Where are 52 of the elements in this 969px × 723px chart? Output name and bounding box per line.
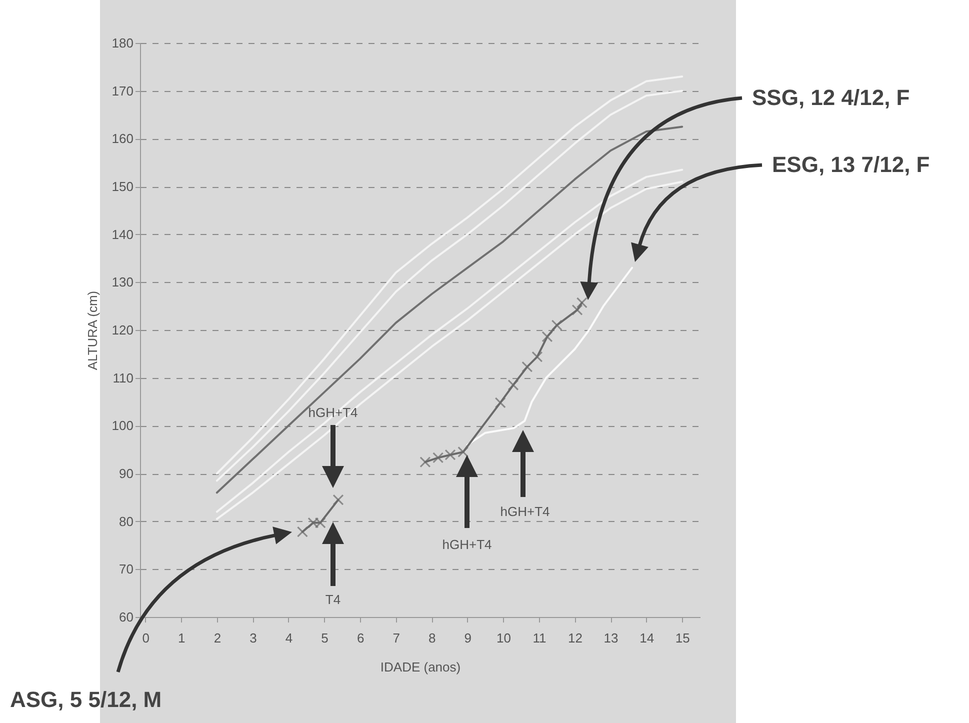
x-tick-label: 13: [604, 630, 618, 646]
point: [458, 446, 469, 458]
y-tick-label: 180: [112, 36, 134, 50]
text: SSG, 12 4/12, F: [752, 85, 910, 110]
line-series: [466, 266, 634, 446]
annotation: hGH+T4: [308, 405, 358, 420]
y-tick-label: 80: [119, 514, 134, 529]
point: [576, 297, 588, 308]
x-tick-label: 11: [532, 630, 546, 646]
y-tick-label: 120: [112, 322, 134, 338]
point: [420, 456, 431, 468]
point: [532, 351, 543, 362]
y-tick-label: 90: [119, 466, 134, 481]
annotation: T4: [325, 592, 341, 607]
point: [444, 449, 456, 460]
point: [522, 361, 533, 372]
y-tick-label: 150: [112, 179, 134, 194]
point: [542, 331, 553, 342]
y-tick-label: 100: [112, 418, 134, 434]
x-tick-label: 14: [640, 630, 654, 646]
y-tick-label: 70: [119, 562, 134, 577]
x-tick-label: 6: [356, 630, 364, 646]
point: [432, 452, 444, 464]
x-tick-label: 4: [285, 630, 293, 646]
x-tick-label: 9: [464, 630, 472, 646]
x-tick-label: 8: [428, 630, 436, 646]
x-tick-label: 12: [568, 630, 582, 646]
y-tick-label: 140: [112, 226, 134, 242]
x-tick-label: 15: [675, 630, 690, 646]
x-axis-title: IDADE (anos): [380, 660, 461, 674]
x-tick-label: 2: [214, 630, 222, 646]
text: ASG, 5 5/12, M: [10, 687, 162, 712]
point: [551, 320, 562, 331]
x-tick-label: 0: [142, 630, 150, 646]
y-tick-label: 130: [112, 274, 134, 290]
x-tick-label: 10: [496, 630, 511, 646]
point: [296, 526, 308, 538]
y-tick-label: 170: [112, 83, 134, 98]
point: [332, 494, 344, 506]
point: [494, 397, 506, 408]
annotation: hGH+T4: [500, 504, 550, 519]
x-tick-label: 5: [321, 630, 328, 646]
text: ESG, 13 7/12, F: [772, 152, 930, 177]
y-tick-label: 110: [112, 370, 134, 386]
x-tick-label: 1: [178, 630, 186, 646]
annotation: hGH+T4: [442, 537, 492, 552]
y-tick-label: 60: [119, 610, 134, 624]
x-tick-label: 7: [392, 630, 400, 646]
y-tick-label: 160: [112, 131, 134, 146]
y-axis-title: ALTURA (cm): [84, 290, 100, 370]
x-tick-label: 3: [250, 630, 257, 646]
point: [508, 379, 519, 391]
